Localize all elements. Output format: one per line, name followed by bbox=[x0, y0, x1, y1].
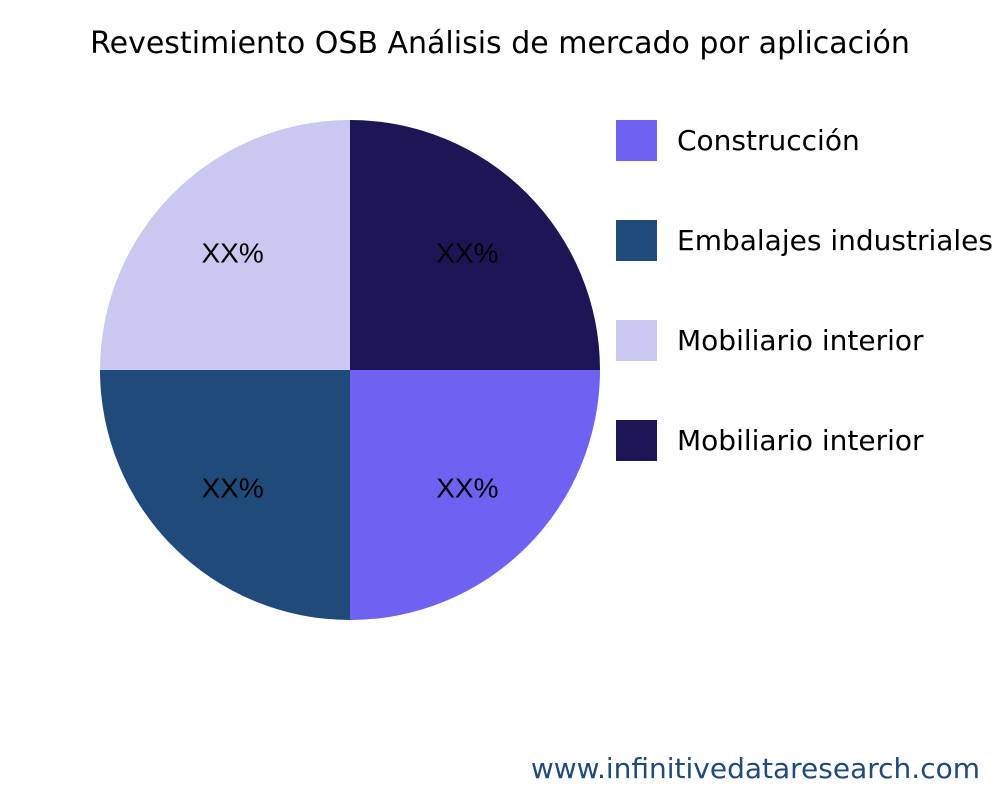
chart-title: Revestimiento OSB Análisis de mercado po… bbox=[90, 26, 910, 61]
slice-label-0: XX% bbox=[436, 472, 498, 503]
pie-slice-2[interactable] bbox=[100, 120, 350, 370]
pie-slice-0[interactable] bbox=[350, 370, 600, 620]
legend-item-3[interactable]: Mobiliario interior bbox=[616, 419, 924, 461]
legend-swatch bbox=[616, 119, 657, 161]
legend-item-1[interactable]: Embalajes industriales bbox=[616, 219, 993, 261]
pie-slice-1[interactable] bbox=[100, 370, 350, 620]
legend-swatch bbox=[616, 419, 657, 461]
legend-item-2[interactable]: Mobiliario interior bbox=[616, 319, 924, 361]
slice-label-1: XX% bbox=[201, 472, 263, 503]
slice-label-2: XX% bbox=[201, 238, 263, 269]
slice-label-3: XX% bbox=[436, 238, 498, 269]
legend-label: Mobiliario interior bbox=[677, 323, 924, 357]
pie-slice-3[interactable] bbox=[350, 120, 600, 370]
legend-swatch bbox=[616, 219, 657, 261]
legend-swatch bbox=[616, 319, 657, 361]
footer-url[interactable]: www.infinitivedataresearch.com bbox=[530, 752, 980, 785]
legend-label: Construcción bbox=[677, 123, 860, 157]
legend-label: Embalajes industriales bbox=[677, 223, 993, 257]
legend-item-0[interactable]: Construcción bbox=[616, 119, 860, 161]
legend-label: Mobiliario interior bbox=[677, 423, 924, 457]
